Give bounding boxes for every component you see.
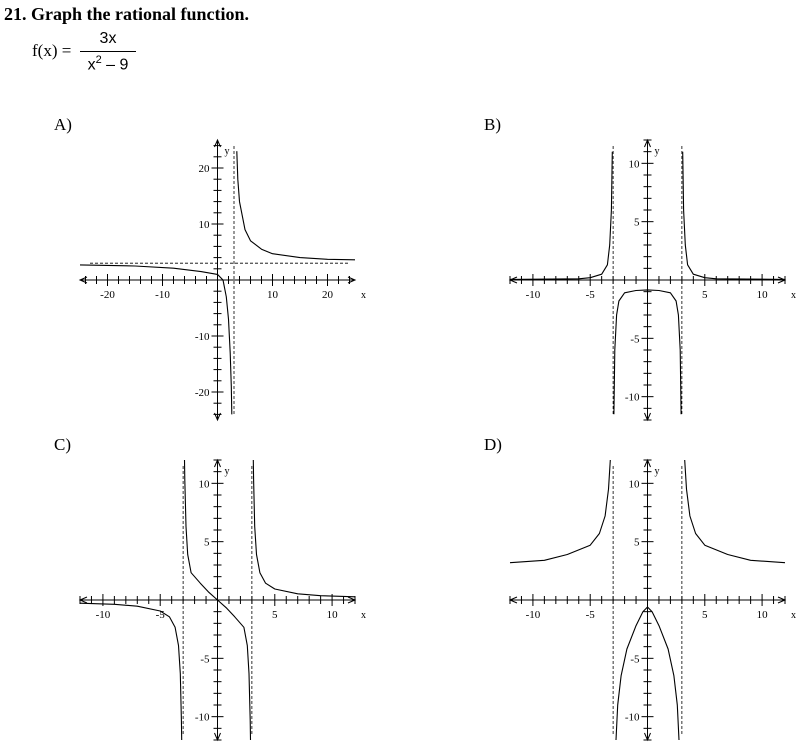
option-a-graph[interactable]: -20 -10 10 20 20 10 -10 -20 x y xyxy=(70,130,370,430)
x-tick-label: 5 xyxy=(702,609,708,621)
question-number: 21. xyxy=(4,4,27,24)
x-axis-label: x xyxy=(361,290,366,301)
y-tick-label: 20 xyxy=(199,163,211,175)
option-c-graph[interactable]: -10 -5 5 10 10 5 -5 -10 x y xyxy=(70,450,370,750)
y-tick-label: -5 xyxy=(200,653,210,665)
y-tick-label: 5 xyxy=(634,537,640,549)
option-b-label[interactable]: B) xyxy=(484,115,501,134)
y-tick-label: -5 xyxy=(630,653,640,665)
y-axis-label: y xyxy=(225,146,230,157)
curve-branch xyxy=(615,606,680,741)
x-axis-arrow-left xyxy=(78,276,88,284)
option-a-label[interactable]: A) xyxy=(54,115,72,134)
x-tick-label: -5 xyxy=(156,609,166,621)
denominator-exponent: 2 xyxy=(95,54,102,66)
fraction-bar xyxy=(80,51,136,52)
x-tick-label: 10 xyxy=(267,289,279,301)
x-tick-label: -10 xyxy=(526,609,541,621)
x-axis-label: x xyxy=(361,610,366,621)
x-axis-label: x xyxy=(791,610,796,621)
option-d-label[interactable]: D) xyxy=(484,435,502,454)
question-header: 21. Graph the rational function. xyxy=(4,4,249,25)
y-tick-label: 10 xyxy=(629,158,641,170)
y-tick-label: -5 xyxy=(630,333,640,345)
y-tick-label: 10 xyxy=(199,478,211,490)
y-axis-arrow-up xyxy=(214,138,221,148)
y-tick-label: -10 xyxy=(625,712,640,724)
curve-branch xyxy=(183,459,252,741)
curve-branch xyxy=(684,459,786,564)
x-axis-label: x xyxy=(791,290,796,301)
option-c-label[interactable]: C) xyxy=(54,435,71,454)
x-axis-arrow-right xyxy=(347,276,357,284)
y-tick-label: -10 xyxy=(195,331,210,343)
curve-branch xyxy=(509,151,613,280)
curve-branch xyxy=(509,459,611,564)
x-tick-label: 20 xyxy=(322,289,334,301)
x-tick-label: 10 xyxy=(327,609,339,621)
y-tick-label: -10 xyxy=(195,712,210,724)
numerator: 3x xyxy=(99,30,117,47)
curve-branch xyxy=(682,151,786,280)
question-prompt: Graph the rational function. xyxy=(31,4,250,24)
y-tick-label: 5 xyxy=(634,217,640,229)
x-tick-label: -5 xyxy=(586,609,596,621)
y-tick-label: 10 xyxy=(629,478,641,490)
denominator-base: x xyxy=(87,56,96,74)
fraction: 3x x2 – 9 xyxy=(80,30,136,74)
function-lhs: f(x) = xyxy=(32,41,72,60)
y-tick-label: -10 xyxy=(625,392,640,404)
denominator: x2 – 9 xyxy=(80,54,136,74)
option-b-graph[interactable]: -10 -5 5 10 10 5 -5 -10 x y xyxy=(500,130,800,430)
curve-branch xyxy=(613,289,682,415)
y-axis-label: y xyxy=(225,466,230,477)
x-tick-label: 10 xyxy=(757,289,769,301)
x-tick-label: -5 xyxy=(586,289,596,301)
x-tick-label: -10 xyxy=(155,289,170,301)
y-axis-label: y xyxy=(655,466,660,477)
x-tick-label: 5 xyxy=(702,289,708,301)
y-tick-label: -20 xyxy=(195,387,210,399)
y-axis-label: y xyxy=(655,146,660,157)
y-tick-label: 5 xyxy=(204,537,210,549)
curve-branch xyxy=(79,264,233,415)
x-tick-label: -10 xyxy=(96,609,111,621)
x-tick-label: 10 xyxy=(757,609,769,621)
denominator-rest: – 9 xyxy=(101,56,129,74)
option-d-graph[interactable]: -10 -5 5 10 10 5 -5 -10 x y xyxy=(500,450,800,750)
x-tick-label: -10 xyxy=(526,289,541,301)
y-tick-label: 10 xyxy=(199,219,211,231)
x-tick-label: -20 xyxy=(100,289,115,301)
curve-branch xyxy=(79,602,183,741)
curve-branch xyxy=(236,151,356,261)
y-axis-arrow-down xyxy=(214,412,221,422)
curve-branch xyxy=(252,459,356,598)
x-tick-label: 5 xyxy=(272,609,278,621)
